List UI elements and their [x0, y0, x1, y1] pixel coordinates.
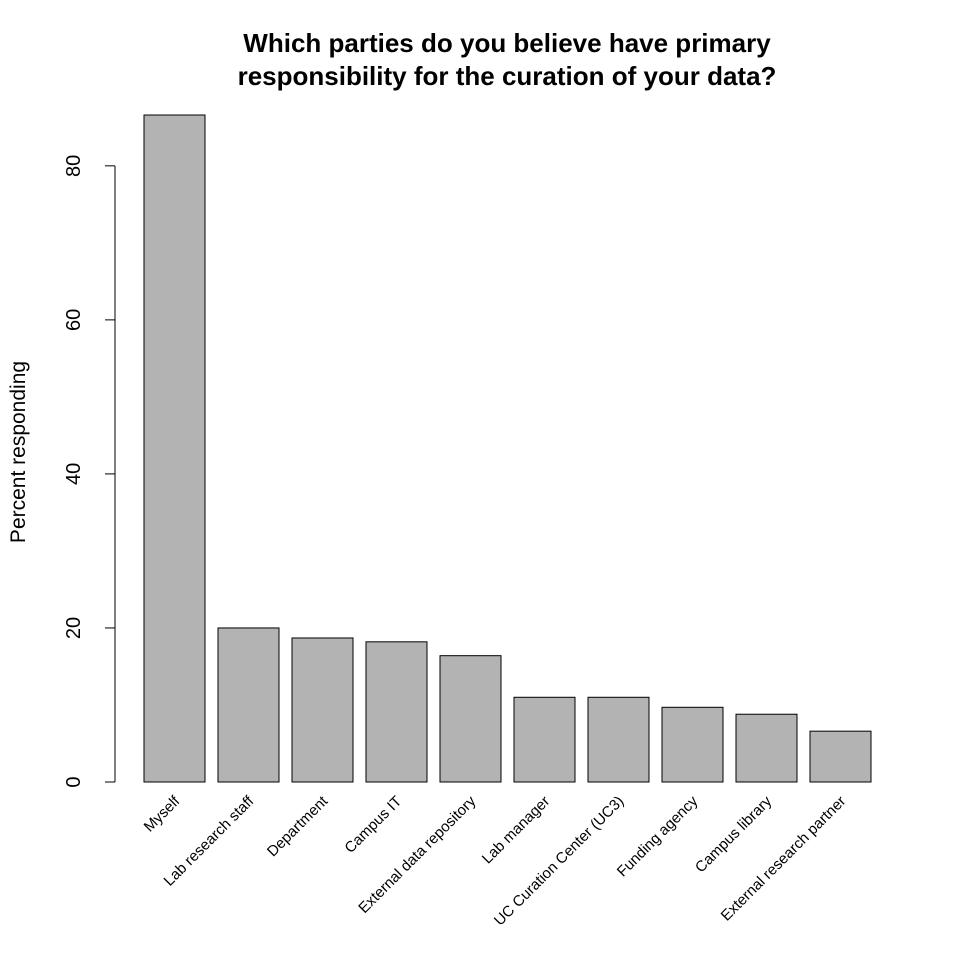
- y-tick-label: 0: [63, 776, 85, 787]
- chart-title: responsibility for the curation of your …: [238, 61, 777, 91]
- bar: [661, 706, 724, 783]
- y-axis-label: Percent responding: [7, 361, 30, 543]
- bar: [143, 114, 206, 783]
- bar: [291, 637, 354, 783]
- y-tick-label: 80: [63, 155, 85, 177]
- x-tick-label: Campus library: [692, 792, 776, 876]
- bar: [513, 696, 576, 783]
- x-tick-label: Funding agency: [614, 792, 702, 880]
- bar: [439, 655, 502, 783]
- bar: [365, 641, 428, 783]
- x-tick-label: UC Curation Center (UC3): [491, 793, 627, 929]
- y-tick-label: 20: [63, 617, 85, 639]
- y-tick-label: 60: [63, 309, 85, 331]
- chart-title: Which parties do you believe have primar…: [243, 28, 771, 58]
- x-tick-label: Department: [264, 792, 332, 860]
- x-tick-label: Myself: [141, 792, 184, 835]
- bar: [735, 713, 798, 783]
- x-tick-label: External research partner: [718, 793, 850, 925]
- y-tick-label: 40: [63, 463, 85, 485]
- x-tick-label: Campus IT: [341, 793, 405, 857]
- bar: [809, 730, 872, 783]
- x-tick-label: Lab manager: [479, 793, 554, 868]
- bar: [587, 696, 650, 783]
- bar: [217, 627, 280, 783]
